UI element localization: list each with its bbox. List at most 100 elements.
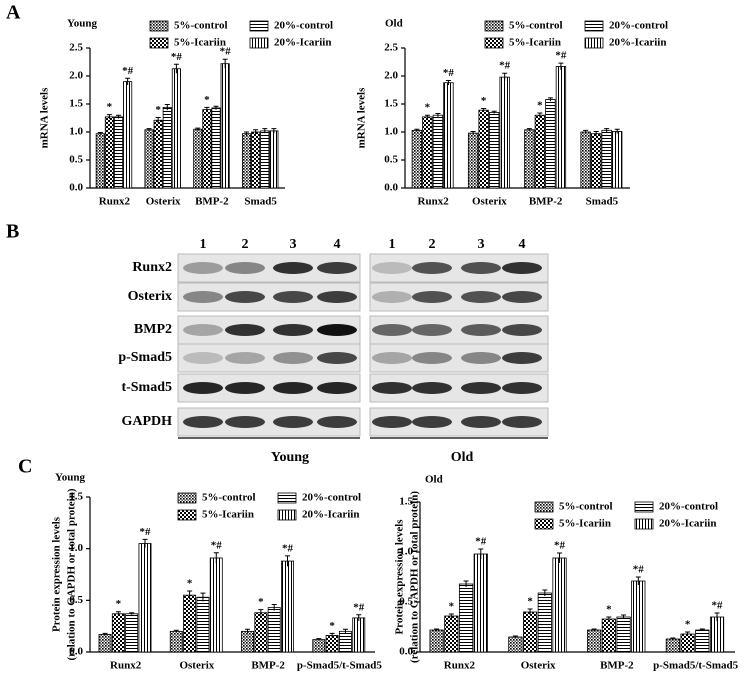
significance-mark: *	[527, 596, 533, 608]
error-bar	[606, 616, 612, 621]
significance-mark: *#	[499, 60, 511, 72]
band	[225, 324, 265, 336]
bar	[220, 63, 230, 189]
bar	[580, 131, 591, 189]
bar	[312, 639, 326, 653]
significance-mark: *#	[282, 542, 294, 554]
chart-title: Young	[55, 472, 85, 484]
error-bar	[621, 614, 627, 619]
bar	[111, 613, 125, 653]
band	[412, 416, 452, 428]
legend-label: 20%-Icariin	[302, 509, 359, 521]
band	[317, 416, 357, 428]
y-tick-label: 1.5	[384, 98, 398, 110]
band	[317, 352, 357, 364]
bar	[709, 616, 725, 653]
bar	[260, 130, 270, 189]
panel-label: B	[6, 221, 19, 243]
band	[273, 382, 313, 394]
significance-mark: *	[204, 94, 210, 106]
band	[502, 324, 542, 336]
error-bar	[356, 614, 362, 621]
bar	[183, 594, 197, 653]
legend-swatch	[149, 37, 169, 49]
significance-mark: *	[107, 101, 113, 113]
band	[273, 324, 313, 336]
band	[273, 352, 313, 364]
row-label: t-Smad5	[121, 380, 172, 395]
y-tick-label: 0.0	[384, 182, 398, 194]
y-tick-label: 1.0	[384, 126, 398, 138]
bar	[144, 129, 154, 189]
bar	[537, 592, 552, 653]
x-tick-label: Osterix	[521, 660, 556, 672]
bar	[429, 629, 444, 653]
lane-label: 3	[478, 237, 485, 252]
x-tick-label: Smad5	[586, 196, 619, 208]
bar	[458, 583, 474, 653]
error-bar	[222, 58, 228, 69]
band	[412, 324, 452, 336]
error-bar	[213, 552, 219, 564]
significance-mark: *	[481, 95, 487, 107]
band	[317, 262, 357, 274]
legend-swatch	[149, 20, 169, 32]
bar	[555, 66, 567, 189]
band	[183, 382, 223, 394]
error-bar	[329, 632, 335, 638]
legend-label: 5%-Icariin	[509, 37, 561, 49]
panel-label: C	[18, 456, 32, 478]
chart-title: Young	[67, 18, 97, 30]
legend-label: 20%-Icariin	[274, 37, 331, 49]
significance-mark: *	[187, 578, 193, 590]
x-tick-label: BMP-2	[600, 660, 634, 672]
bar	[241, 630, 254, 653]
lane-label: 1	[389, 237, 396, 252]
x-tick-label: Runx2	[99, 196, 131, 208]
significance-mark: *#	[475, 536, 487, 548]
error-bar	[557, 552, 563, 563]
legend-label: 5%-control	[509, 20, 563, 32]
error-bar	[699, 628, 705, 631]
error-bar	[271, 603, 277, 611]
y-tick-label: 1.5	[69, 491, 83, 503]
error-bar	[129, 612, 135, 615]
bar	[590, 133, 602, 189]
band	[225, 382, 265, 394]
y-axis-label: (relation to GAPDH or total protein)	[409, 491, 421, 663]
bar	[209, 557, 223, 653]
significance-mark: *#	[353, 601, 365, 613]
error-bar	[116, 114, 122, 119]
significance-mark: *	[258, 596, 264, 608]
error-bar	[258, 609, 264, 616]
y-tick-label: 1.0	[69, 542, 83, 554]
legend-swatch	[177, 492, 197, 504]
error-bar	[685, 631, 691, 636]
band	[225, 352, 265, 364]
significance-mark: *	[449, 601, 455, 613]
legend-swatch	[249, 20, 269, 32]
error-bar	[200, 592, 206, 602]
bar	[473, 553, 488, 653]
bar	[251, 131, 261, 189]
y-tick-label: 2.5	[69, 42, 83, 54]
bar	[113, 116, 124, 189]
significance-mark: *#	[443, 67, 455, 79]
legend-label: 5%-Icariin	[559, 518, 611, 530]
legend-label: 5%-control	[202, 492, 256, 504]
error-bar	[448, 613, 454, 618]
error-bar	[173, 629, 179, 633]
significance-mark: *	[685, 619, 691, 631]
error-bar	[445, 79, 451, 85]
row-label: Runx2	[132, 260, 172, 275]
x-tick-label: Osterix	[146, 196, 181, 208]
error-bar	[316, 638, 322, 641]
error-bar	[187, 590, 193, 600]
error-bar	[106, 114, 112, 120]
legend-swatch	[534, 518, 554, 530]
legend-swatch	[484, 20, 504, 32]
legend-swatch	[534, 501, 554, 513]
legend-swatch	[484, 37, 504, 49]
error-bar	[604, 128, 610, 132]
bar	[499, 76, 510, 189]
